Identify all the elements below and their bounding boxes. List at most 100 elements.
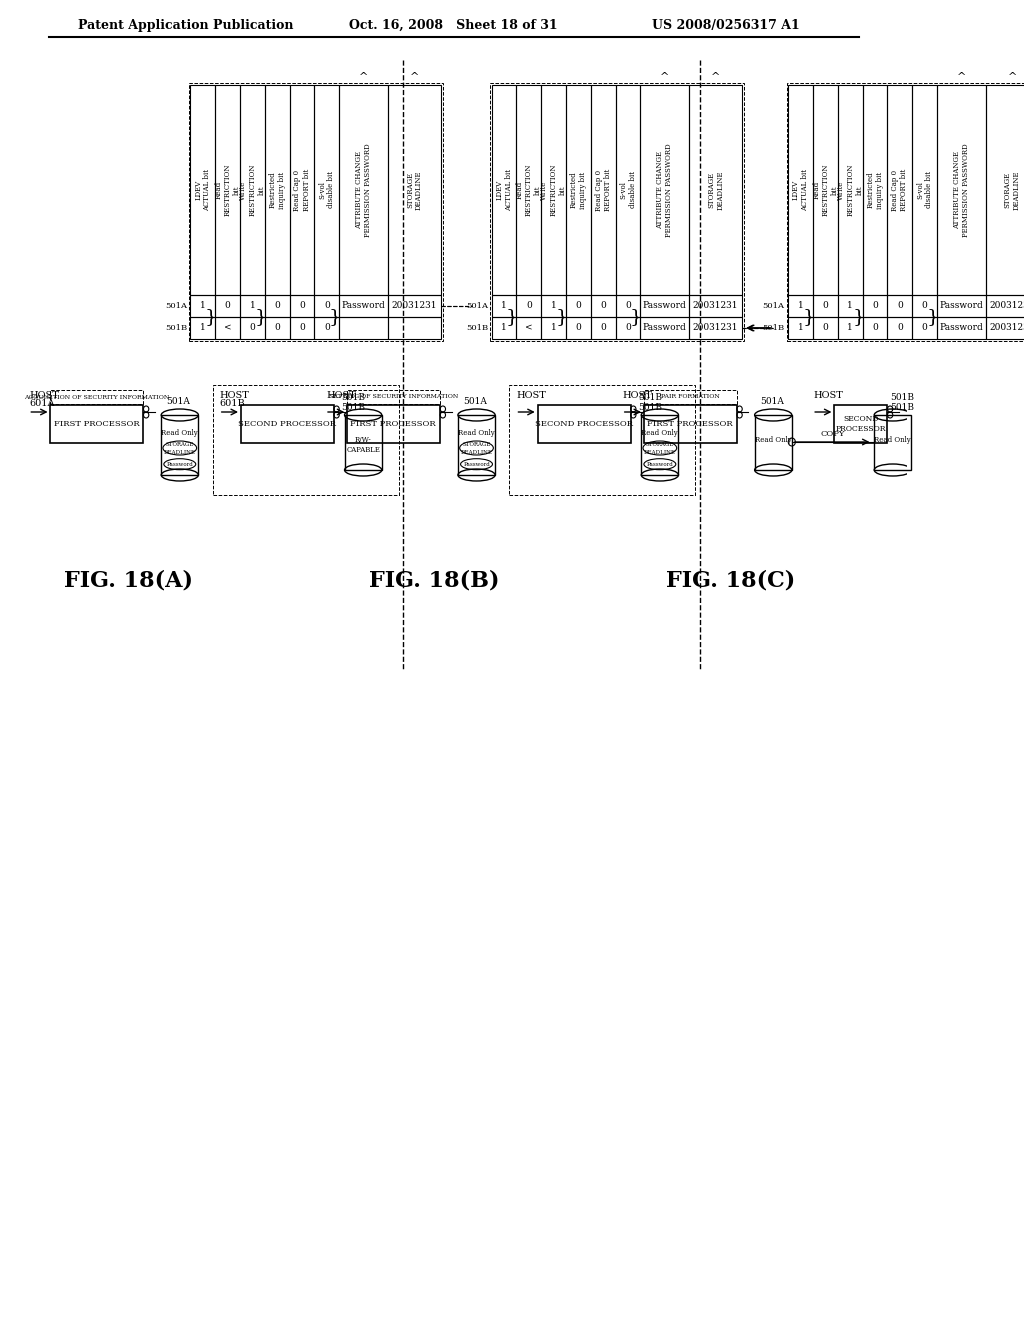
Text: 501B: 501B — [638, 393, 662, 403]
Bar — [388, 84, 441, 294]
Bar — [290, 294, 314, 317]
Bar — [50, 389, 143, 404]
Text: ATTRIBUTE CHANGE
PERMISSION PASSWORD: ATTRIBUTE CHANGE PERMISSION PASSWORD — [656, 143, 674, 236]
Text: 0: 0 — [299, 323, 305, 333]
Bar — [388, 294, 441, 317]
Text: Restricted
inquiry bit: Restricted inquiry bit — [268, 172, 286, 209]
Text: 501A: 501A — [165, 302, 187, 310]
Text: FIRST PROCESSOR: FIRST PROCESSOR — [350, 420, 436, 428]
Bar — [516, 317, 541, 339]
Text: 0: 0 — [897, 323, 903, 333]
Text: 501B: 501B — [890, 393, 914, 403]
Bar — [213, 385, 398, 495]
Text: 501B: 501B — [763, 323, 784, 333]
Text: Read Only: Read Only — [755, 436, 792, 444]
Text: Read Cap 0
REPORT bit: Read Cap 0 REPORT bit — [891, 169, 908, 211]
Text: 1: 1 — [798, 323, 804, 333]
Bar — [492, 317, 516, 339]
Text: CAPABLE: CAPABLE — [346, 446, 380, 454]
Text: 20031231: 20031231 — [392, 301, 437, 310]
Text: COPY: COPY — [821, 430, 845, 438]
Text: STORAGE: STORAGE — [166, 442, 195, 447]
Text: 0: 0 — [600, 301, 606, 310]
Bar — [215, 84, 240, 294]
Text: 1: 1 — [848, 323, 853, 333]
Text: }: } — [852, 308, 864, 326]
Bar — [912, 84, 937, 294]
Text: FIG. 18(B): FIG. 18(B) — [369, 569, 500, 591]
Bar — [240, 317, 265, 339]
Text: Password: Password — [167, 462, 194, 467]
Bar — [862, 84, 888, 294]
Text: 0: 0 — [299, 301, 305, 310]
Text: Read
RESTRICTION
bit: Read RESTRICTION bit — [812, 164, 839, 216]
Text: Read Only: Read Only — [458, 429, 495, 437]
Text: Password: Password — [643, 323, 687, 333]
Text: US 2008/0256317 A1: US 2008/0256317 A1 — [652, 18, 800, 32]
Bar — [591, 317, 615, 339]
Bar — [615, 317, 640, 339]
Bar — [458, 414, 496, 475]
Bar — [640, 84, 689, 294]
Bar — [314, 84, 339, 294]
Bar — [388, 317, 441, 339]
Bar — [290, 84, 314, 294]
Text: FIG. 18(A): FIG. 18(A) — [63, 569, 193, 591]
Text: 1: 1 — [848, 301, 853, 310]
Text: Read
RESTRICTION
bit: Read RESTRICTION bit — [515, 164, 542, 216]
Text: STORAGE
DEADLINE: STORAGE DEADLINE — [1004, 170, 1021, 210]
Bar — [190, 84, 215, 294]
Text: Oct. 16, 2008   Sheet 18 of 31: Oct. 16, 2008 Sheet 18 of 31 — [349, 18, 558, 32]
Text: LDEV
ACTUAL bit: LDEV ACTUAL bit — [195, 169, 211, 211]
Bar — [644, 389, 737, 404]
Text: HOST: HOST — [813, 391, 843, 400]
Text: ^: ^ — [956, 73, 966, 82]
Text: 20031231: 20031231 — [693, 301, 738, 310]
Text: STORAGE: STORAGE — [645, 442, 674, 447]
Bar — [641, 414, 679, 475]
Text: DEADLINE: DEADLINE — [164, 450, 196, 454]
Bar — [835, 405, 888, 444]
Text: Write
RESTRICTION
bit: Write RESTRICTION bit — [541, 164, 566, 216]
Text: S-vol
disable bit: S-vol disable bit — [318, 172, 336, 209]
Text: STORAGE
DEADLINE: STORAGE DEADLINE — [707, 170, 724, 210]
Bar — [314, 317, 339, 339]
Bar — [241, 405, 334, 444]
Text: S-vol
disable bit: S-vol disable bit — [620, 172, 637, 209]
Text: 1: 1 — [200, 323, 206, 333]
Bar — [290, 317, 314, 339]
Text: 501B: 501B — [341, 403, 365, 412]
Text: 0: 0 — [625, 323, 631, 333]
Text: ATTRIBUTE CHANGE
PERMISSION PASSWORD: ATTRIBUTE CHANGE PERMISSION PASSWORD — [355, 143, 372, 236]
Text: S-vol
disable bit: S-vol disable bit — [916, 172, 933, 209]
Text: 501B: 501B — [165, 323, 187, 333]
Text: 1: 1 — [250, 301, 255, 310]
Text: Password: Password — [646, 462, 673, 467]
Text: HOST: HOST — [326, 391, 355, 400]
Text: 1: 1 — [551, 323, 556, 333]
Text: 0: 0 — [575, 301, 582, 310]
Bar — [862, 294, 888, 317]
Bar — [912, 317, 937, 339]
Text: 0: 0 — [250, 323, 255, 333]
Text: 0: 0 — [224, 301, 230, 310]
Text: 501A: 501A — [763, 302, 784, 310]
Bar — [689, 294, 742, 317]
Text: SECOND PROCESSOR: SECOND PROCESSOR — [238, 420, 336, 428]
Text: Read Cap 0
REPORT bit: Read Cap 0 REPORT bit — [595, 169, 611, 211]
Text: Password: Password — [463, 462, 489, 467]
Bar — [314, 294, 339, 317]
Text: ^: ^ — [410, 73, 419, 82]
Text: 0: 0 — [274, 301, 281, 310]
Text: 0: 0 — [922, 301, 928, 310]
Text: 0: 0 — [274, 323, 281, 333]
Bar — [492, 294, 516, 317]
Text: 0: 0 — [822, 301, 828, 310]
Bar — [215, 294, 240, 317]
Text: 501A: 501A — [466, 302, 488, 310]
Bar — [190, 294, 215, 317]
Text: 0: 0 — [324, 301, 330, 310]
Bar — [541, 84, 566, 294]
Bar — [813, 294, 838, 317]
Text: 501A: 501A — [760, 397, 783, 407]
